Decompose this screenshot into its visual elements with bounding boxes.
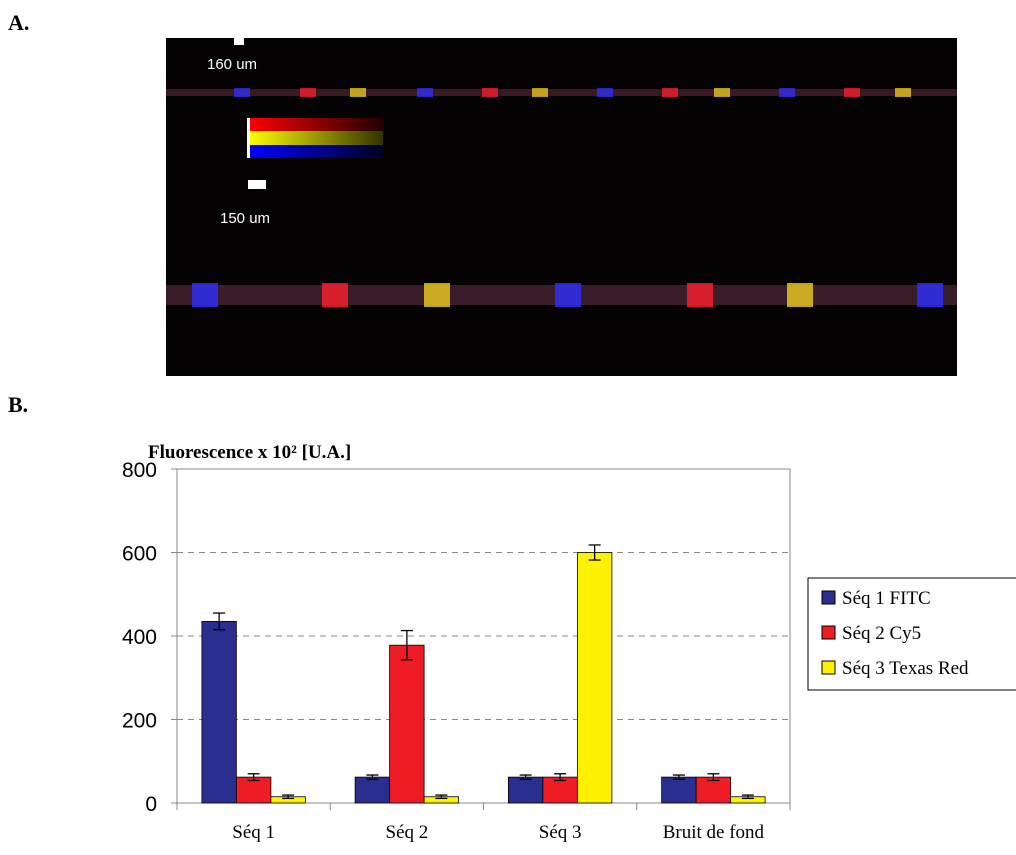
legend-label: Séq 3 Texas Red (842, 658, 969, 679)
x-tick-label: Séq 1 (232, 822, 275, 843)
blob (844, 88, 860, 97)
error-bar (588, 544, 601, 561)
x-tick-label: Séq 2 (386, 822, 429, 843)
blob (424, 283, 450, 307)
error-bar (400, 629, 413, 661)
bar (507, 776, 544, 804)
blob (714, 88, 730, 97)
bar (695, 776, 732, 804)
x-tick-label: Bruit de fond (663, 822, 765, 843)
blob (417, 88, 433, 97)
blob (300, 88, 316, 97)
error-bar (519, 774, 532, 780)
blob (350, 88, 366, 97)
y-tick-label: 800 (122, 459, 157, 482)
blob (234, 88, 250, 97)
bar (201, 620, 237, 804)
y-tick-label: 400 (122, 626, 157, 649)
legend-swatch (821, 590, 836, 605)
legend-swatch (821, 625, 836, 640)
panel-label: A. (8, 10, 29, 35)
bar (389, 644, 425, 804)
blob (555, 283, 581, 307)
micrograph: 160 um 150 um (166, 38, 957, 376)
blob (787, 283, 813, 307)
x-tick-label: Séq 3 (539, 822, 582, 843)
legend-label: Séq 1 FITC (842, 588, 931, 609)
blob (322, 283, 348, 307)
bar (354, 776, 391, 804)
error-bar (672, 774, 685, 780)
legend-box (807, 577, 1016, 691)
bar (576, 552, 613, 804)
legend-swatch (821, 660, 836, 675)
legend-label: Séq 2 Cy5 (842, 623, 921, 644)
blob (687, 283, 713, 307)
y-tick-label: 0 (145, 793, 157, 816)
blob (662, 88, 678, 97)
blob (779, 88, 795, 97)
error-bar (366, 774, 379, 780)
scale-label: 160 um (207, 56, 257, 73)
blob (532, 88, 548, 97)
y-tick-label: 200 (122, 710, 157, 733)
error-bar (435, 794, 448, 800)
blob (482, 88, 498, 97)
error-bar (213, 612, 226, 631)
scale-label: 150 um (220, 210, 270, 227)
blob (192, 283, 218, 307)
axis-title: Fluorescence x 10² [U.A.] (148, 442, 351, 463)
error-bar (247, 773, 260, 782)
error-bar (282, 794, 295, 800)
error-bar (741, 794, 754, 800)
blob (597, 88, 613, 97)
blob (895, 88, 911, 97)
blob (917, 283, 943, 307)
error-bar (707, 773, 720, 782)
panel-label: B. (8, 392, 28, 417)
y-tick-label: 600 (122, 543, 157, 566)
bar (661, 776, 697, 804)
error-bar (554, 773, 567, 782)
